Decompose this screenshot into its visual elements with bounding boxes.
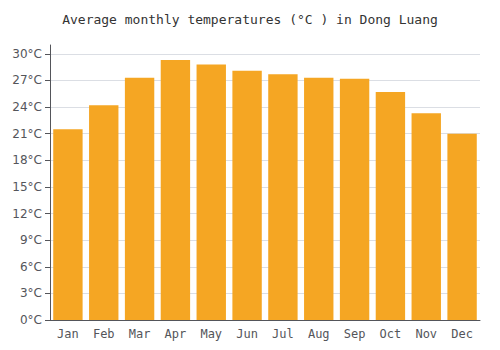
svg-text:12°C: 12°C — [12, 207, 42, 221]
svg-text:Dec: Dec — [451, 327, 473, 341]
svg-text:Jul: Jul — [272, 327, 294, 341]
svg-text:0°C: 0°C — [20, 313, 42, 327]
svg-text:15°C: 15°C — [12, 180, 42, 194]
svg-text:Sep: Sep — [344, 327, 366, 341]
svg-text:24°C: 24°C — [12, 100, 42, 114]
svg-text:30°C: 30°C — [12, 47, 42, 61]
svg-text:May: May — [200, 327, 222, 341]
svg-text:27°C: 27°C — [12, 73, 42, 87]
svg-text:18°C: 18°C — [12, 153, 42, 167]
svg-text:Average monthly temperatures (: Average monthly temperatures (°C ) in Do… — [62, 12, 438, 27]
svg-text:21°C: 21°C — [12, 127, 42, 141]
svg-text:9°C: 9°C — [20, 233, 42, 247]
svg-text:Jun: Jun — [236, 327, 258, 341]
svg-text:Nov: Nov — [415, 327, 437, 341]
svg-text:Feb: Feb — [93, 327, 115, 341]
svg-text:Mar: Mar — [129, 327, 151, 341]
svg-text:Aug: Aug — [308, 327, 330, 341]
svg-text:Oct: Oct — [380, 327, 402, 341]
svg-text:6°C: 6°C — [20, 260, 42, 274]
svg-text:Apr: Apr — [165, 327, 187, 341]
svg-text:3°C: 3°C — [20, 286, 42, 300]
svg-text:Jan: Jan — [57, 327, 79, 341]
